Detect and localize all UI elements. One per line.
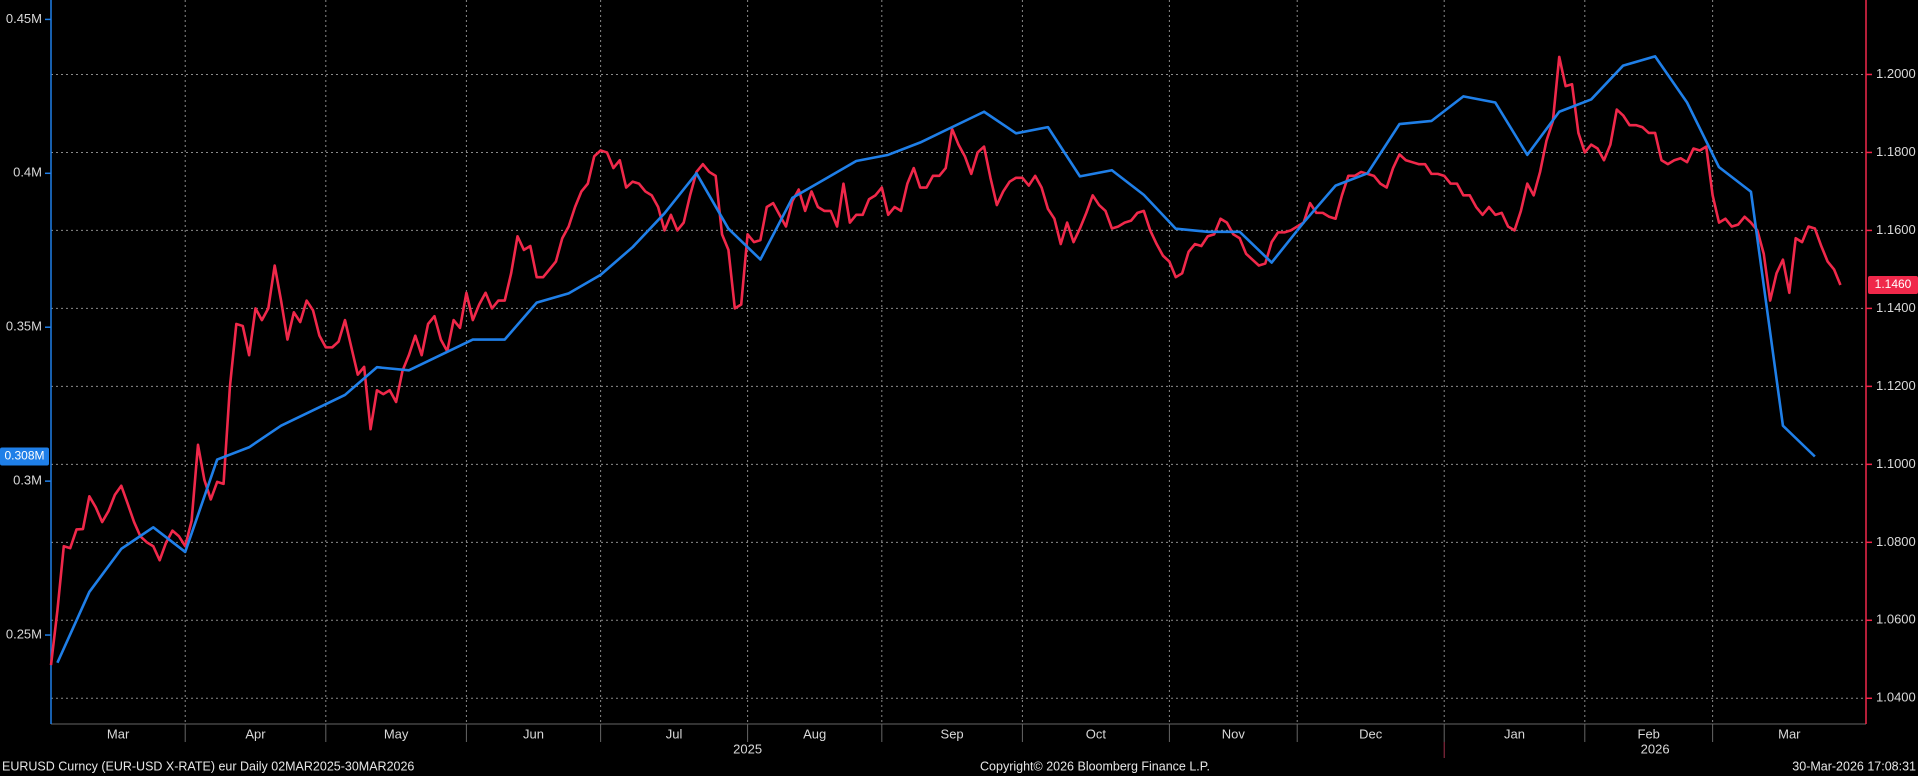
- series-line: [56, 55, 1816, 664]
- footer-source: EURUSD Curncy (EUR-USD X-RATE) eur Daily…: [2, 759, 414, 773]
- value-label-box: [0, 447, 49, 466]
- y-tick-label: 0.45M: [6, 11, 42, 26]
- y2-tick-label: 1.1800: [1876, 144, 1916, 159]
- value-label: 0.308M: [4, 449, 44, 463]
- y2-tick-label: 1.1600: [1876, 222, 1916, 237]
- x-tick-label: May: [384, 726, 409, 741]
- y2-tick-label: 1.0400: [1876, 690, 1916, 705]
- x-tick-label: Jan: [1504, 726, 1525, 741]
- x-tick-label: Nov: [1222, 726, 1246, 741]
- value-label: 1.1460: [1875, 277, 1912, 291]
- year-label: 2025: [733, 741, 762, 756]
- x-tick-label: Jul: [666, 726, 683, 741]
- y-tick-label: 0.4M: [13, 165, 42, 180]
- x-tick-label: Oct: [1086, 726, 1107, 741]
- footer-timestamp: 30-Mar-2026 17:08:31: [1792, 759, 1916, 773]
- footer-copyright: Copyright© 2026 Bloomberg Finance L.P.: [980, 759, 1210, 773]
- x-tick-label: Feb: [1638, 726, 1660, 741]
- x-tick-label: Mar: [107, 726, 130, 741]
- y2-tick-label: 1.2000: [1876, 66, 1916, 81]
- x-tick-label: Sep: [941, 726, 964, 741]
- y2-tick-label: 1.1000: [1876, 456, 1916, 471]
- y-tick-label: 0.25M: [6, 626, 42, 641]
- y-tick-label: 0.3M: [13, 473, 42, 488]
- y2-tick-label: 1.1200: [1876, 378, 1916, 393]
- x-tick-label: Jun: [523, 726, 544, 741]
- y-tick-label: 0.35M: [6, 319, 42, 334]
- year-label: 2026: [1641, 741, 1670, 756]
- y2-tick-label: 1.0800: [1876, 534, 1916, 549]
- series-line: [49, 55, 1842, 666]
- y2-tick-label: 1.1400: [1876, 300, 1916, 315]
- x-tick-label: Dec: [1359, 726, 1383, 741]
- x-tick-label: Aug: [803, 726, 826, 741]
- value-label-box: [1868, 275, 1918, 294]
- y2-tick-label: 1.0600: [1876, 612, 1916, 627]
- x-tick-label: Apr: [245, 726, 266, 741]
- x-tick-label: Mar: [1778, 726, 1801, 741]
